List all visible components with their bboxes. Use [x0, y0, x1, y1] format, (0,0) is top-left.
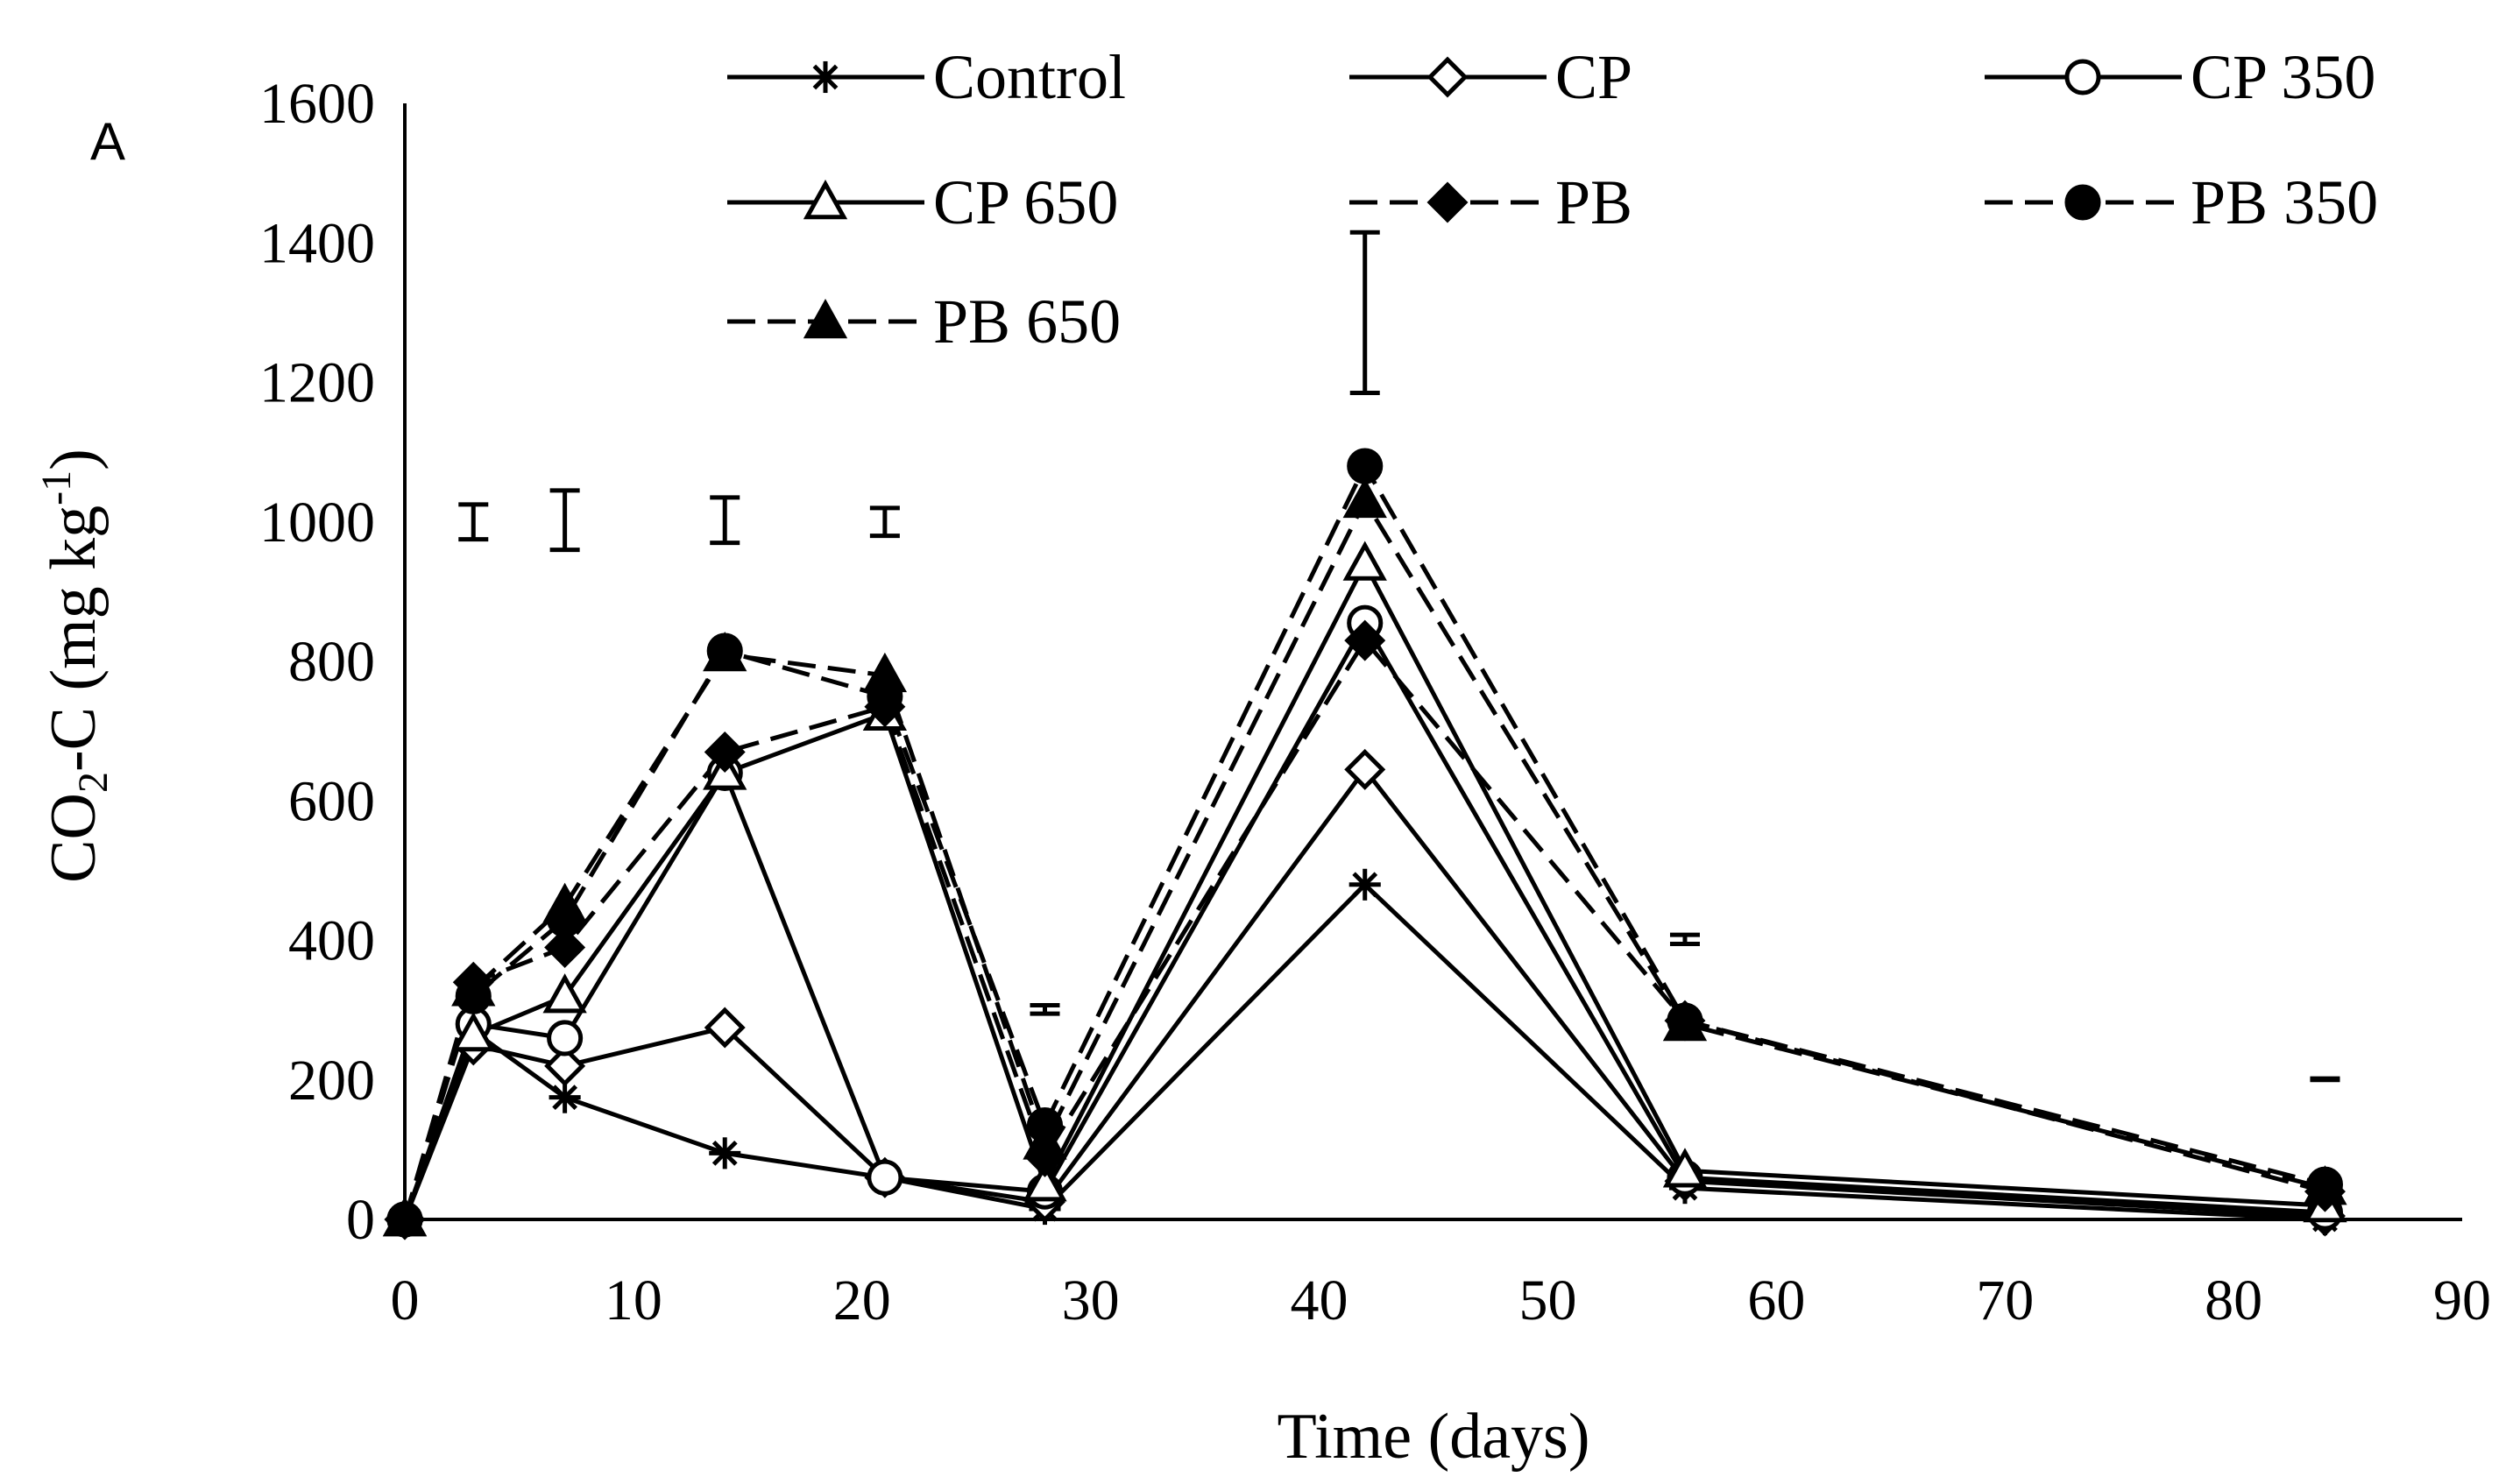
x-tick-label: 90 — [2433, 1268, 2491, 1332]
legend-label: PB 650 — [933, 286, 1121, 357]
x-tick-labels: 0 10 20 30 40 50 60 70 80 90 — [391, 1268, 2492, 1332]
legend-item: PB — [1349, 167, 1632, 237]
data-point — [451, 1011, 496, 1052]
legend-label: PB 350 — [2191, 167, 2378, 237]
data-point — [451, 966, 496, 1007]
x-tick-label: 0 — [391, 1268, 420, 1332]
x-tick-label: 10 — [605, 1268, 662, 1332]
data-point — [1348, 868, 1381, 901]
series-line — [402, 620, 2325, 1220]
data-point — [709, 1137, 741, 1170]
x-tick-label: 60 — [1747, 1268, 1805, 1332]
series-line — [402, 638, 2326, 1220]
y-tick-label: 200 — [288, 1049, 375, 1113]
panel-label: A — [90, 112, 125, 171]
x-tick-label: 20 — [833, 1268, 891, 1332]
y-tick-label: 800 — [288, 630, 375, 694]
data-point — [703, 631, 747, 672]
legend-item: Control — [727, 42, 1126, 112]
x-tick-label: 30 — [1062, 1268, 1120, 1332]
x-tick-label: 50 — [1518, 1268, 1576, 1332]
plot-area: 0 200 400 600 800 1000 1200 1400 1600 0 10 20 30 40 5… — [259, 72, 2491, 1332]
legend-item: CP 650 — [727, 167, 1118, 237]
data-point — [704, 731, 746, 773]
data-point — [1347, 448, 1384, 484]
data-point — [544, 1045, 586, 1087]
error-bar — [1349, 230, 1380, 395]
error-bar — [869, 505, 900, 539]
data-point — [1342, 541, 1387, 581]
x-axis-title: Time (days) — [1278, 1401, 1590, 1473]
legend-label: Control — [933, 42, 1126, 112]
y-axis-title: CO2-C (mg kg-1) — [33, 449, 117, 883]
data-point — [1662, 1148, 1708, 1188]
series-line — [402, 767, 2325, 1220]
x-tick-label: 70 — [1976, 1268, 2034, 1332]
error-bar — [1669, 932, 1700, 946]
error-bar — [549, 488, 580, 553]
data-point — [704, 1007, 746, 1049]
data-point — [2064, 184, 2101, 221]
series-markers-group — [382, 477, 2347, 1237]
data-point — [547, 1020, 584, 1056]
data-point — [1344, 619, 1386, 661]
series-markers-group — [384, 619, 2346, 1240]
x-tick-label: 80 — [2205, 1268, 2262, 1332]
data-point — [542, 973, 587, 1014]
y-tick-labels: 0 200 400 600 800 1000 1200 1400 1600 — [259, 72, 375, 1252]
legend-label: CP — [1555, 42, 1632, 112]
legend-label: CP 350 — [2191, 42, 2375, 112]
data-point — [382, 1196, 428, 1237]
data-point — [549, 1081, 581, 1113]
series-markers-group — [386, 604, 2344, 1238]
data-point — [809, 60, 842, 94]
error-bar — [458, 502, 489, 542]
series-line — [402, 882, 2325, 1222]
error-bar — [1030, 1003, 1060, 1016]
y-axis-title-sup: -1 — [33, 470, 80, 505]
data-point — [2064, 59, 2101, 95]
series-markers-group — [388, 868, 2341, 1236]
y-tick-label: 400 — [288, 909, 375, 973]
data-point — [2303, 1165, 2347, 1205]
data-point — [867, 1159, 903, 1196]
data-point — [542, 882, 587, 922]
y-tick-label: 600 — [288, 769, 375, 833]
data-point — [1344, 748, 1386, 790]
data-point — [803, 179, 848, 220]
y-tick-label: 1400 — [259, 211, 375, 275]
data-point — [1426, 181, 1469, 223]
y-tick-label: 1000 — [259, 491, 375, 555]
y-tick-label: 0 — [346, 1188, 375, 1252]
data-point — [862, 652, 908, 693]
legend-label: CP 650 — [933, 167, 1118, 237]
x-tick-label: 40 — [1291, 1268, 1348, 1332]
data-point — [544, 926, 586, 968]
error-bars — [458, 230, 2340, 1083]
legend-item: PB 650 — [727, 286, 1121, 357]
series-markers-group — [384, 748, 2346, 1240]
data-point — [1342, 477, 1387, 519]
y-axis-title-sub: 2 — [70, 772, 117, 793]
legend: Control CP CP 350 CP 650 PB PB 350 PB 650 — [727, 42, 2378, 357]
y-tick-label: 1600 — [259, 72, 375, 136]
y-tick-label: 1200 — [259, 351, 375, 415]
legend-item: PB 350 — [1985, 167, 2378, 237]
data-point — [803, 298, 848, 339]
y-axis-title-mid: -C (mg kg — [38, 505, 110, 772]
error-bar — [710, 495, 740, 546]
data-point — [1023, 1120, 1067, 1160]
y-axis-title-prefix: CO — [38, 793, 110, 883]
series-markers — [382, 448, 2347, 1240]
legend-item: CP — [1349, 42, 1632, 112]
legend-label: PB — [1555, 167, 1632, 237]
data-point — [1662, 1001, 1708, 1042]
data-point — [1023, 1162, 1067, 1202]
y-axis-title-suffix: ) — [38, 449, 110, 470]
data-point — [1426, 56, 1469, 98]
legend-item: CP 350 — [1985, 42, 2375, 112]
error-bar — [2310, 1076, 2340, 1083]
